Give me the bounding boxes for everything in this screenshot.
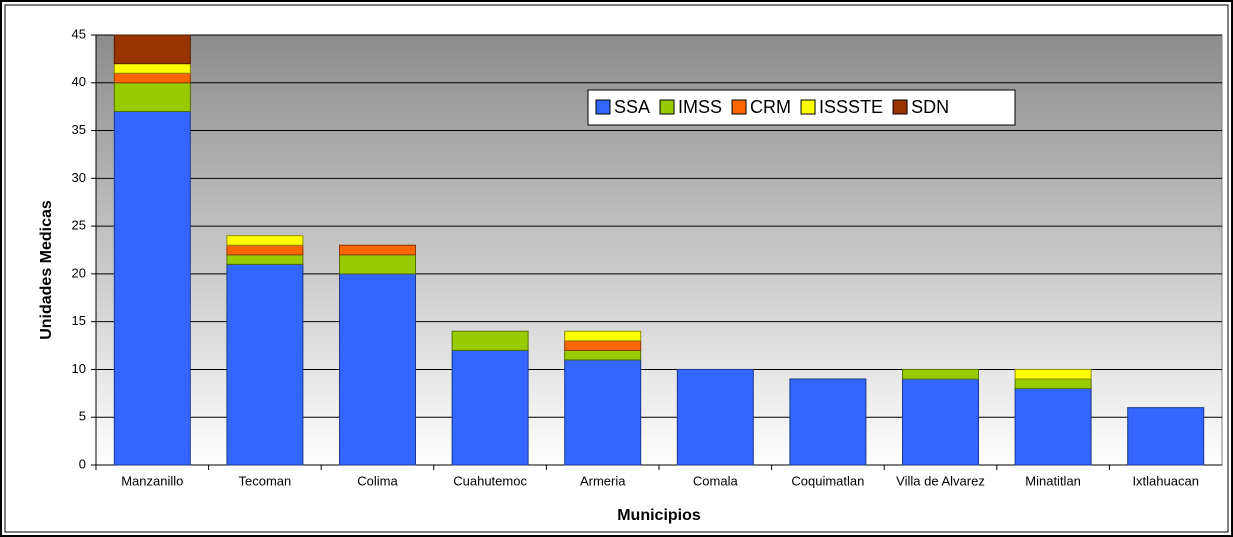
bar-segment xyxy=(113,110,191,466)
y-tick-label: 5 xyxy=(79,409,86,424)
x-tick-label: Colima xyxy=(357,473,398,488)
bar-segment xyxy=(564,340,642,351)
x-tick-label: Villa de Alvarez xyxy=(896,473,985,488)
legend-swatch xyxy=(892,99,908,115)
x-tick-label: Tecoman xyxy=(239,473,292,488)
legend-swatch xyxy=(659,99,675,115)
bar-segment xyxy=(226,244,304,256)
y-tick-label: 25 xyxy=(72,218,86,233)
legend-swatch xyxy=(800,99,816,115)
bar-segment xyxy=(564,330,642,342)
bar-segment xyxy=(113,63,191,74)
legend-label: CRM xyxy=(750,97,791,117)
y-tick-label: 15 xyxy=(72,313,86,328)
legend-swatch xyxy=(595,99,611,115)
x-tick-label: Coquimatlan xyxy=(791,473,864,488)
bar-segment xyxy=(339,254,416,275)
bar-segment xyxy=(226,254,304,265)
bar-segment xyxy=(1014,378,1092,390)
bar-segment xyxy=(676,368,754,466)
x-tick-label: Ixtlahuacan xyxy=(1132,473,1199,488)
bar-segment xyxy=(113,34,191,65)
bar-segment xyxy=(789,378,867,466)
inner-frame xyxy=(4,4,1229,533)
legend-label: SSA xyxy=(614,97,650,117)
y-tick-label: 10 xyxy=(72,361,86,376)
bar-segment xyxy=(226,263,304,466)
bar-segment xyxy=(1014,368,1092,380)
bar-segment xyxy=(451,330,529,351)
y-axis-title: Unidades Medicas xyxy=(38,200,55,340)
bar-segment xyxy=(226,235,304,246)
x-axis-title: Municipios xyxy=(617,507,701,524)
y-tick-label: 40 xyxy=(72,74,86,89)
bar-segment xyxy=(1014,388,1092,466)
legend-label: IMSS xyxy=(678,97,722,117)
bar-segment xyxy=(113,82,191,112)
legend-label: SDN xyxy=(911,97,949,117)
y-tick-label: 0 xyxy=(79,456,86,471)
legend-swatch xyxy=(731,99,747,115)
bar-segment xyxy=(113,72,191,84)
bar-segment xyxy=(339,273,416,466)
legend-label: ISSSTE xyxy=(819,97,883,117)
x-tick-label: Armeria xyxy=(580,473,626,488)
y-tick-label: 45 xyxy=(72,26,86,41)
y-tick-label: 20 xyxy=(72,265,86,280)
x-tick-label: Cuahutemoc xyxy=(453,473,527,488)
x-tick-label: Comala xyxy=(693,473,739,488)
bar-segment xyxy=(451,349,529,466)
bar-segment xyxy=(902,378,979,466)
bar-segment xyxy=(902,368,979,380)
x-tick-label: Manzanillo xyxy=(121,473,183,488)
x-tick-label: Minatitlan xyxy=(1025,473,1081,488)
bar-segment xyxy=(1127,407,1205,466)
bar-segment xyxy=(564,359,642,466)
y-tick-label: 30 xyxy=(72,170,86,185)
bar-segment xyxy=(564,349,642,361)
bar-segment xyxy=(339,244,416,256)
y-tick-label: 35 xyxy=(72,122,86,137)
